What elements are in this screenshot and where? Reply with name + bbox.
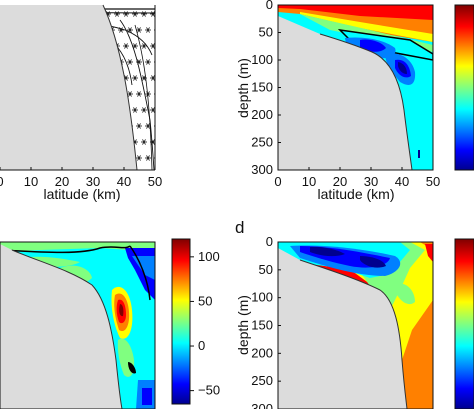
x-tick-label: 10 bbox=[302, 174, 316, 189]
asterisk-marker bbox=[150, 43, 155, 49]
asterisk-marker bbox=[132, 75, 138, 81]
asterisk-marker bbox=[150, 139, 155, 145]
x-tick-label: 20 bbox=[55, 174, 69, 189]
asterisk-marker bbox=[132, 107, 138, 113]
asterisk-marker bbox=[136, 27, 142, 33]
panel-b-coastline bbox=[319, 33, 413, 171]
asterisk-marker bbox=[114, 11, 120, 17]
colorbar-tick-label: 0 bbox=[198, 338, 205, 353]
asterisk-marker bbox=[141, 139, 147, 145]
x-tick-label: 10 bbox=[24, 174, 38, 189]
panel-a: 0 10 20 30 40 50 latitude (km) bbox=[0, 4, 162, 202]
panel-b-ylabel: depth (m) bbox=[235, 58, 251, 118]
asterisk-marker bbox=[141, 43, 147, 49]
panel-a-xlabel: latitude (km) bbox=[43, 186, 120, 202]
colorbar-tick-label: 50 bbox=[198, 293, 212, 308]
asterisk-marker bbox=[141, 107, 147, 113]
y-tick-label: 300 bbox=[251, 162, 273, 177]
panel-c-frame bbox=[0, 241, 156, 409]
y-tick-label: 250 bbox=[251, 135, 273, 150]
panel-c: 100 50 0 −50 bbox=[0, 238, 220, 409]
panel-a-x-ticks: 0 10 20 30 40 50 bbox=[0, 167, 162, 189]
panel-b-xlabel: latitude (km) bbox=[317, 186, 394, 202]
x-tick-label: 30 bbox=[86, 174, 100, 189]
y-tick-label: 100 bbox=[251, 290, 273, 305]
asterisk-marker bbox=[136, 123, 142, 129]
asterisk-marker bbox=[118, 27, 124, 33]
asterisk-marker bbox=[136, 155, 142, 161]
y-tick-label: 150 bbox=[251, 80, 273, 95]
y-tick-label: 0 bbox=[266, 0, 273, 12]
asterisk-marker bbox=[145, 123, 151, 129]
panel-a-land-mask bbox=[0, 5, 137, 170]
panel-c-colorbar-ticks: 100 50 0 −50 bbox=[190, 249, 220, 398]
panel-c-contours bbox=[0, 242, 155, 409]
y-tick-label: 100 bbox=[251, 52, 273, 67]
asterisk-marker bbox=[145, 155, 151, 161]
asterisk-marker bbox=[127, 59, 133, 65]
panel-b-y-ticks: 0 50 100 150 200 250 300 bbox=[251, 0, 281, 177]
panel-b-colorbar bbox=[454, 4, 474, 171]
asterisk-marker bbox=[136, 59, 142, 65]
y-tick-label: 200 bbox=[251, 345, 273, 360]
panel-d: d 0 50 100 150 200 250 300 depth (m) bbox=[235, 218, 474, 409]
y-tick-label: 50 bbox=[259, 262, 273, 277]
panel-b-land-mask bbox=[278, 16, 412, 170]
panel-c-coastline bbox=[11, 249, 123, 409]
panel-b-contours bbox=[278, 5, 433, 158]
y-tick-label: 0 bbox=[266, 234, 273, 249]
asterisk-marker bbox=[145, 91, 151, 97]
asterisk-marker bbox=[132, 11, 138, 17]
x-tick-label: 50 bbox=[148, 174, 162, 189]
asterisk-marker bbox=[127, 27, 133, 33]
panel-d-ylabel: depth (m) bbox=[235, 295, 251, 355]
panel-b: 0 10 20 30 40 50 0 50 100 150 200 250 300 latitude … bbox=[235, 0, 474, 202]
asterisk-marker bbox=[145, 27, 151, 33]
x-tick-label: 30 bbox=[364, 174, 378, 189]
panel-d-coastline bbox=[299, 259, 408, 409]
asterisk-marker bbox=[136, 91, 142, 97]
asterisk-marker bbox=[123, 43, 129, 49]
panel-d-y-ticks: 0 50 100 150 200 250 300 bbox=[251, 234, 281, 409]
y-tick-label: 50 bbox=[259, 25, 273, 40]
panel-a-coastline bbox=[102, 4, 138, 171]
panel-c-colorbar bbox=[171, 238, 191, 405]
x-tick-label: 20 bbox=[333, 174, 347, 189]
asterisk-marker bbox=[132, 43, 138, 49]
x-tick-label: 0 bbox=[274, 174, 281, 189]
asterisk-marker bbox=[141, 11, 147, 17]
panel-b-x-ticks: 0 10 20 30 40 50 bbox=[274, 167, 440, 189]
panel-d-letter: d bbox=[235, 218, 244, 237]
x-tick-label: 40 bbox=[395, 174, 409, 189]
asterisk-marker bbox=[145, 59, 151, 65]
asterisk-marker bbox=[127, 91, 133, 97]
x-tick-label: 0 bbox=[0, 174, 4, 189]
y-tick-label: 250 bbox=[251, 373, 273, 388]
y-tick-label: 200 bbox=[251, 107, 273, 122]
asterisk-marker bbox=[150, 11, 155, 17]
colorbar-tick-label: −50 bbox=[198, 383, 220, 398]
y-tick-label: 150 bbox=[251, 318, 273, 333]
panel-d-colorbar bbox=[454, 238, 474, 409]
colorbar-tick-label: 100 bbox=[198, 249, 220, 264]
x-tick-label: 40 bbox=[117, 174, 131, 189]
x-tick-label: 50 bbox=[426, 174, 440, 189]
asterisk-marker bbox=[141, 75, 147, 81]
panel-d-land-mask bbox=[278, 248, 407, 409]
asterisk-marker bbox=[150, 75, 155, 81]
asterisk-marker bbox=[123, 11, 129, 17]
y-tick-label: 300 bbox=[251, 401, 273, 409]
asterisk-marker bbox=[150, 107, 155, 113]
